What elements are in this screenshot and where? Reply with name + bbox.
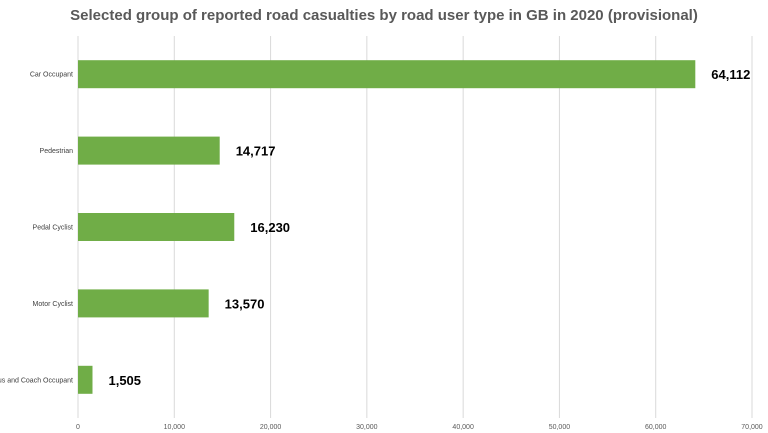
gridlines: [77, 36, 753, 418]
category-label: Car Occupant: [30, 72, 73, 79]
x-tick-label: 60,000: [645, 424, 667, 431]
x-tick-label: 10,000: [164, 424, 186, 431]
x-tick-label: 50,000: [549, 424, 571, 431]
x-tick-label: 20,000: [260, 424, 282, 431]
data-label: 1,505: [108, 373, 141, 388]
labels: 0 10,000 20,000 30,000 40,000 50,000 60,000 70,…: [0, 67, 763, 431]
x-tick-label: 30,000: [356, 424, 378, 431]
chart-title: Selected group of reported road casualti…: [70, 7, 698, 24]
data-label: 64,112: [711, 67, 750, 82]
category-label: Pedestrian: [40, 148, 74, 155]
x-tick-label: 70,000: [741, 424, 763, 431]
bar: [78, 213, 235, 241]
category-label: Motor Cyclist: [33, 301, 74, 308]
category-label: Pedal Cyclist: [33, 225, 74, 232]
data-label: 16,230: [250, 220, 290, 235]
data-label: 14,717: [236, 144, 276, 159]
x-tick-label: 40,000: [452, 424, 474, 431]
bar: [78, 365, 93, 394]
bars: [78, 60, 696, 394]
bar: [78, 136, 220, 165]
data-label: 13,570: [225, 296, 265, 311]
bar: [78, 289, 209, 318]
category-label: Bus and Coach Occupant: [0, 377, 73, 384]
bar: [78, 60, 696, 89]
x-tick-label: 0: [76, 424, 80, 431]
